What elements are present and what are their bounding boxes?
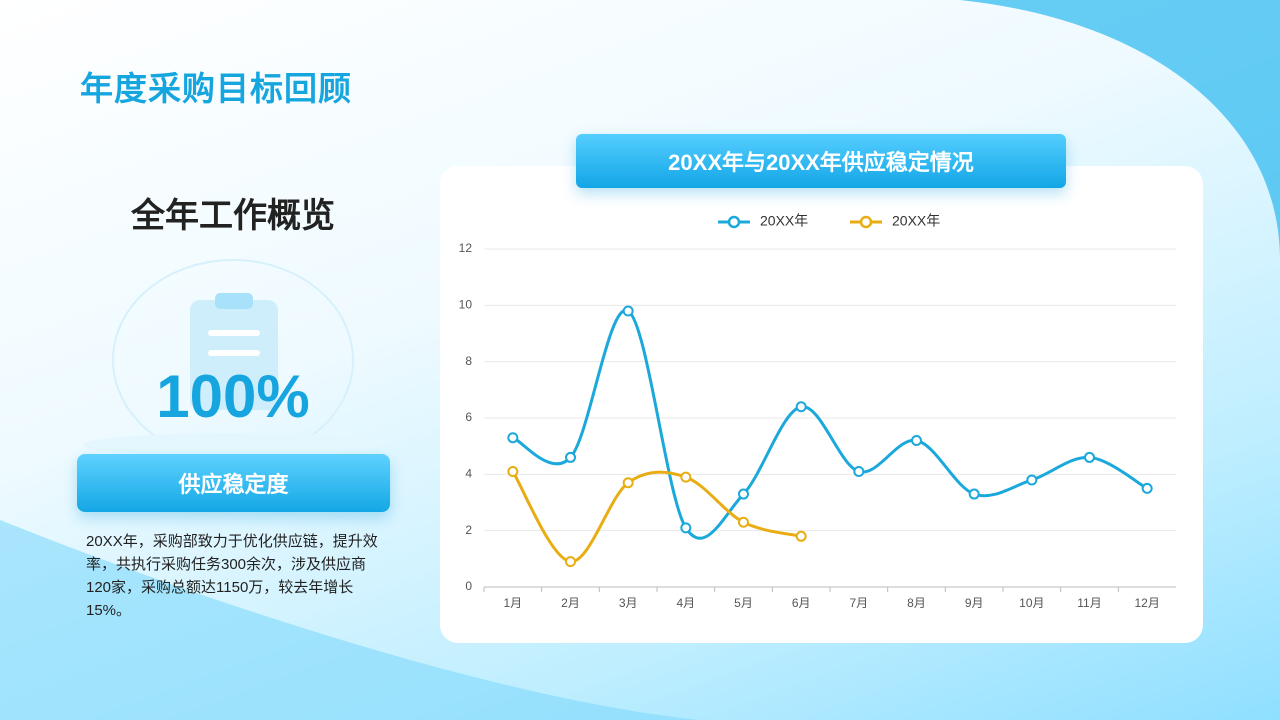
y-tick-label: 12 [459, 241, 473, 255]
x-tick-label: 8月 [907, 596, 926, 610]
legend-marker [727, 215, 741, 229]
data-point [1141, 482, 1153, 494]
data-point [853, 466, 865, 478]
data-point [680, 471, 692, 483]
data-point [968, 488, 980, 500]
legend-label: 20XX年 [760, 213, 808, 229]
data-point [1026, 474, 1038, 486]
x-tick-label: 4月 [676, 596, 695, 610]
data-point [565, 556, 576, 568]
y-tick-label: 4 [465, 467, 472, 481]
x-tick-label: 6月 [792, 596, 811, 610]
data-point [911, 435, 922, 447]
x-tick-label: 12月 [1134, 596, 1159, 610]
x-tick-label: 9月 [965, 596, 984, 610]
data-point [565, 451, 576, 463]
data-point [622, 305, 634, 317]
data-point [680, 522, 692, 534]
data-point [738, 488, 749, 500]
data-point [507, 466, 519, 478]
data-point [738, 516, 749, 528]
data-point [1084, 451, 1095, 463]
x-tick-label: 1月 [503, 596, 522, 610]
y-tick-label: 10 [459, 298, 473, 312]
x-tick-label: 2月 [561, 596, 580, 610]
y-tick-label: 2 [465, 523, 472, 537]
description: 20XX年，采购部致力于优化供应链，提升效率，共执行采购任务300余次，涉及供应… [86, 533, 378, 619]
slide-title: 年度采购目标回顾 [80, 70, 352, 107]
x-tick-label: 11月 [1077, 596, 1101, 610]
x-tick-label: 10月 [1019, 596, 1044, 610]
x-tick-label: 7月 [849, 596, 868, 610]
x-tick-label: 5月 [734, 596, 753, 610]
stat-value: 100% [156, 363, 310, 430]
y-tick-label: 6 [465, 410, 472, 424]
y-tick-label: 8 [465, 354, 472, 368]
series-line [511, 470, 802, 564]
legend-label: 20XX年 [892, 213, 940, 229]
chart-title: 20XX年与20XX年供应稳定情况 [576, 134, 1066, 188]
x-tick-label: 3月 [619, 596, 638, 610]
data-point [622, 477, 634, 489]
series-line [512, 309, 1148, 540]
data-point [507, 432, 519, 444]
data-point [795, 401, 807, 413]
data-point [795, 530, 807, 542]
y-tick-label: 0 [465, 579, 472, 593]
legend-marker [859, 215, 873, 229]
section-title: 全年工作概览 [131, 197, 335, 235]
stat-label: 供应稳定度 [77, 454, 390, 512]
